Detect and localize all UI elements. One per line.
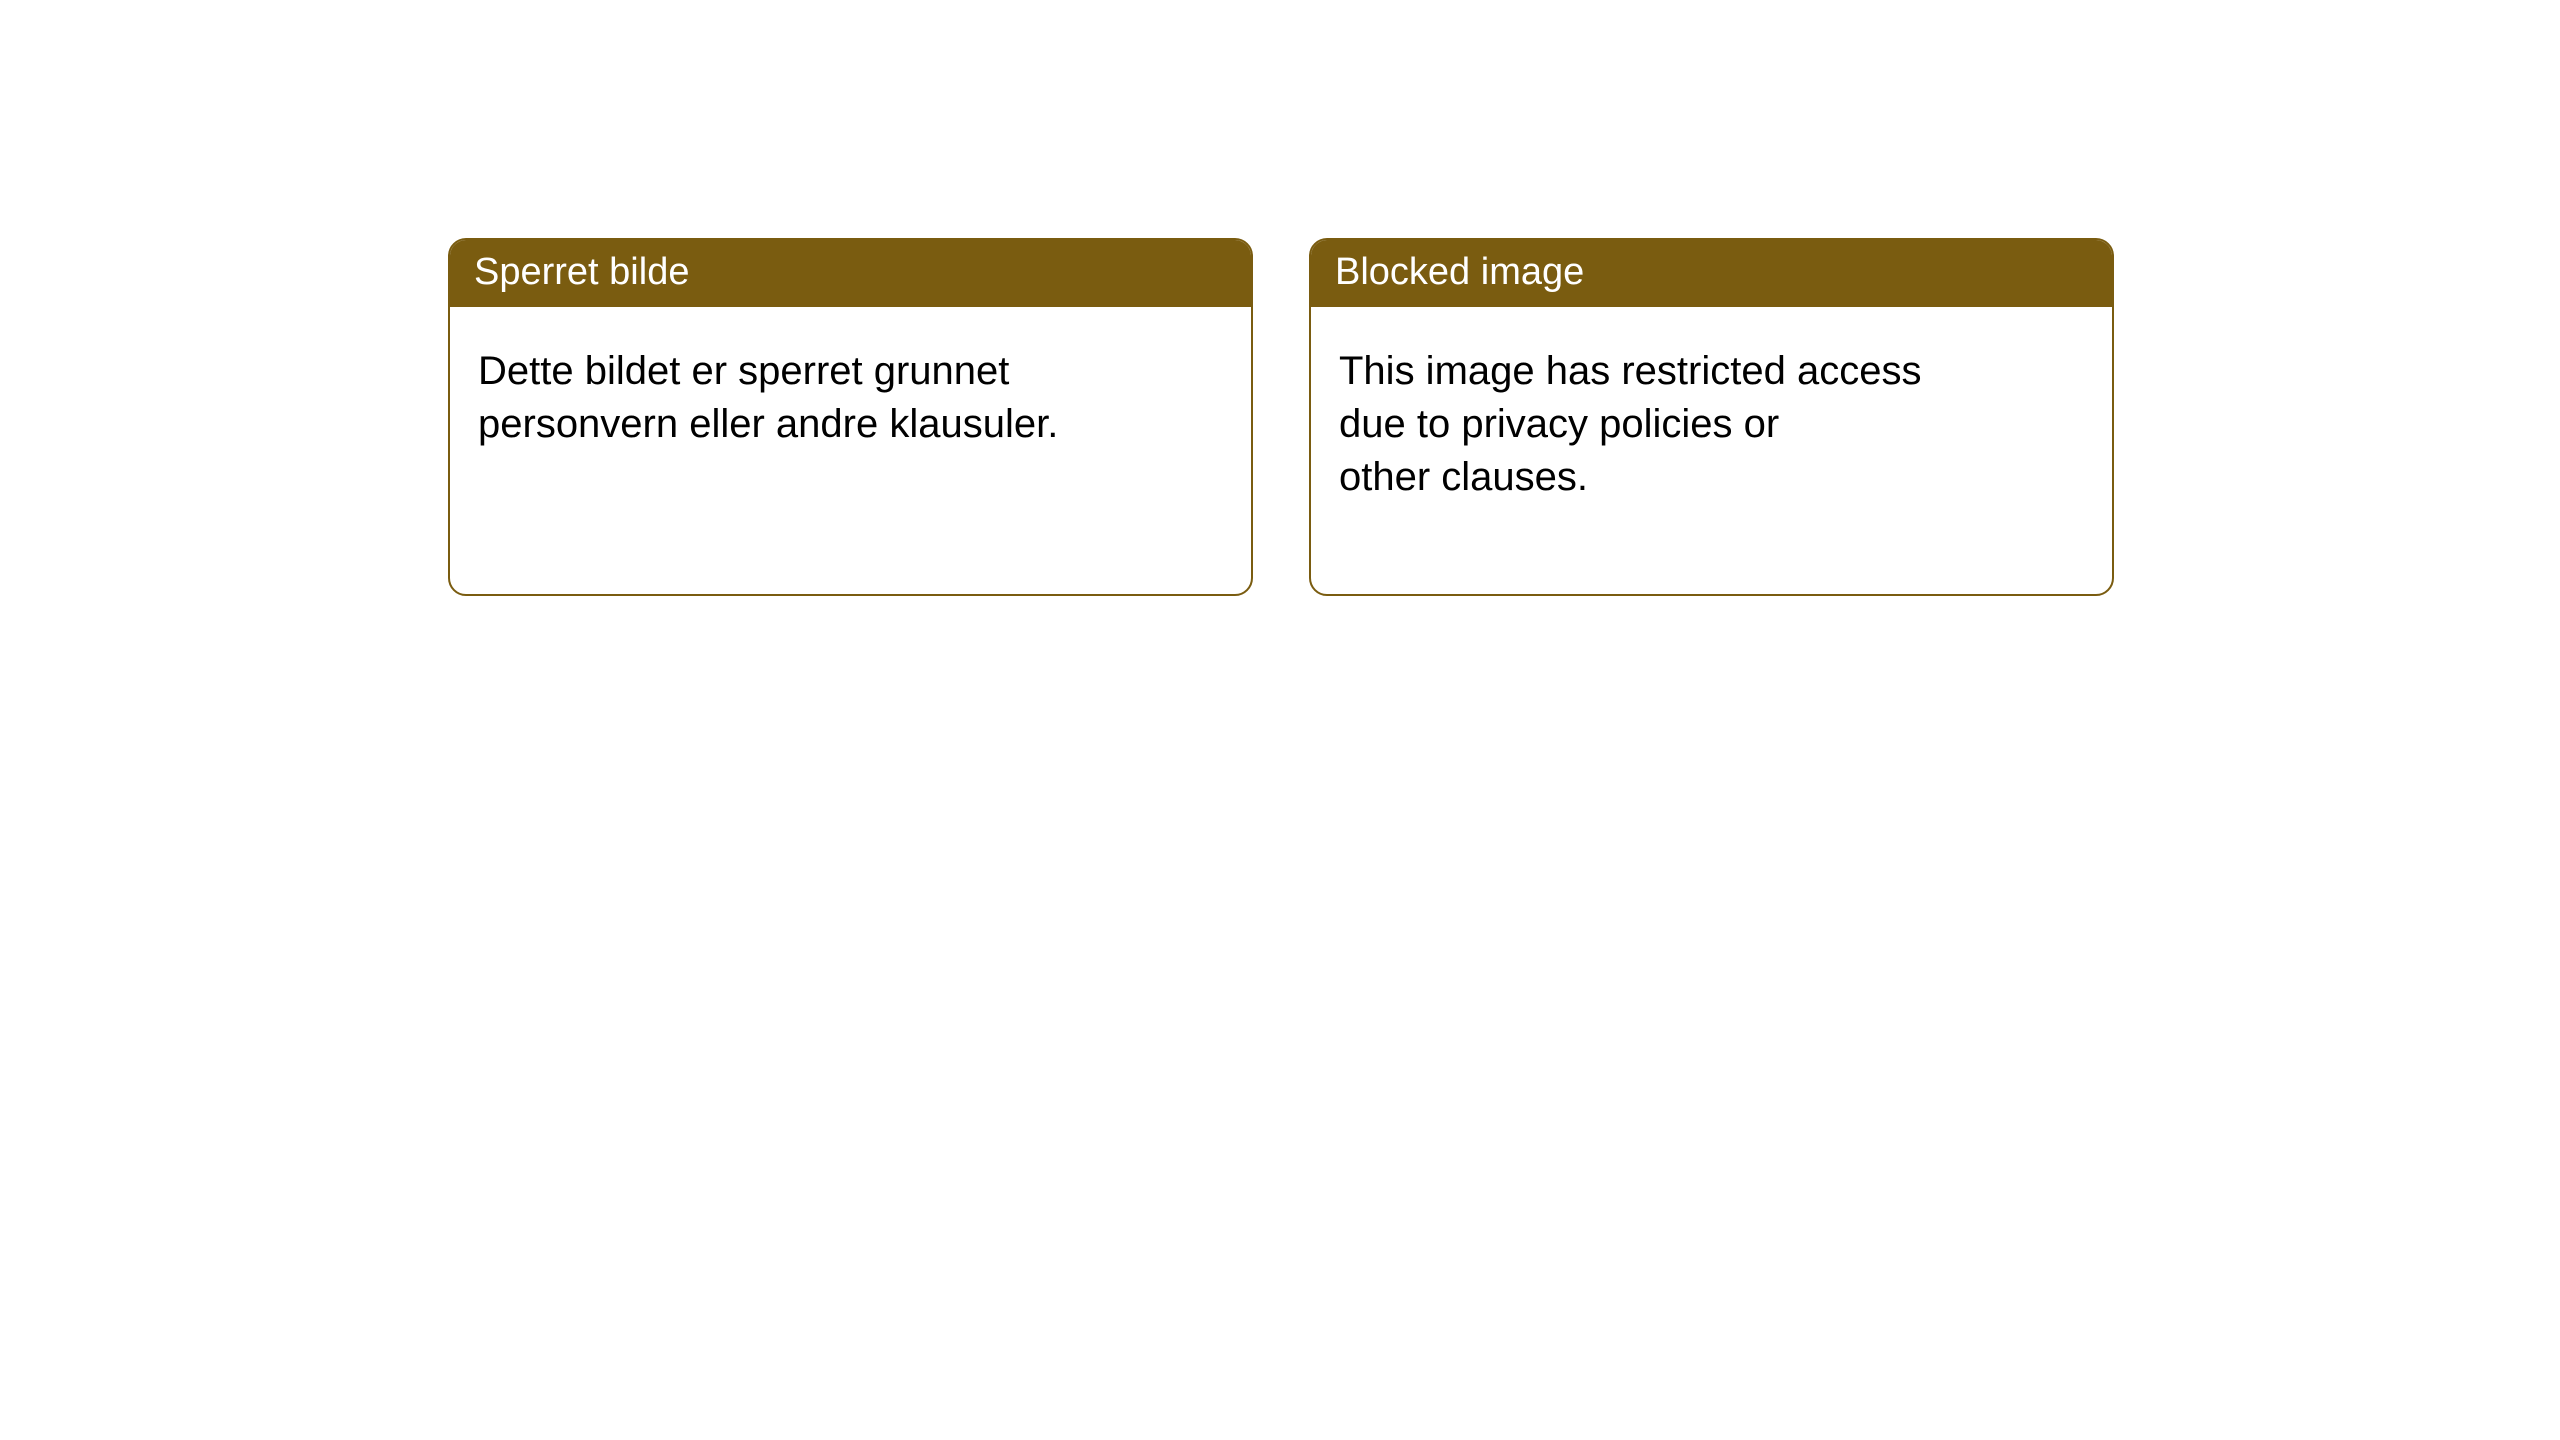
notice-container: Sperret bilde Dette bildet er sperret gr… [0, 0, 2560, 596]
notice-header: Sperret bilde [450, 240, 1251, 307]
notice-header: Blocked image [1311, 240, 2112, 307]
notice-body: Dette bildet er sperret grunnet personve… [450, 307, 1150, 541]
notice-card-norwegian: Sperret bilde Dette bildet er sperret gr… [448, 238, 1253, 596]
notice-card-english: Blocked image This image has restricted … [1309, 238, 2114, 596]
notice-body: This image has restricted access due to … [1311, 307, 2011, 593]
